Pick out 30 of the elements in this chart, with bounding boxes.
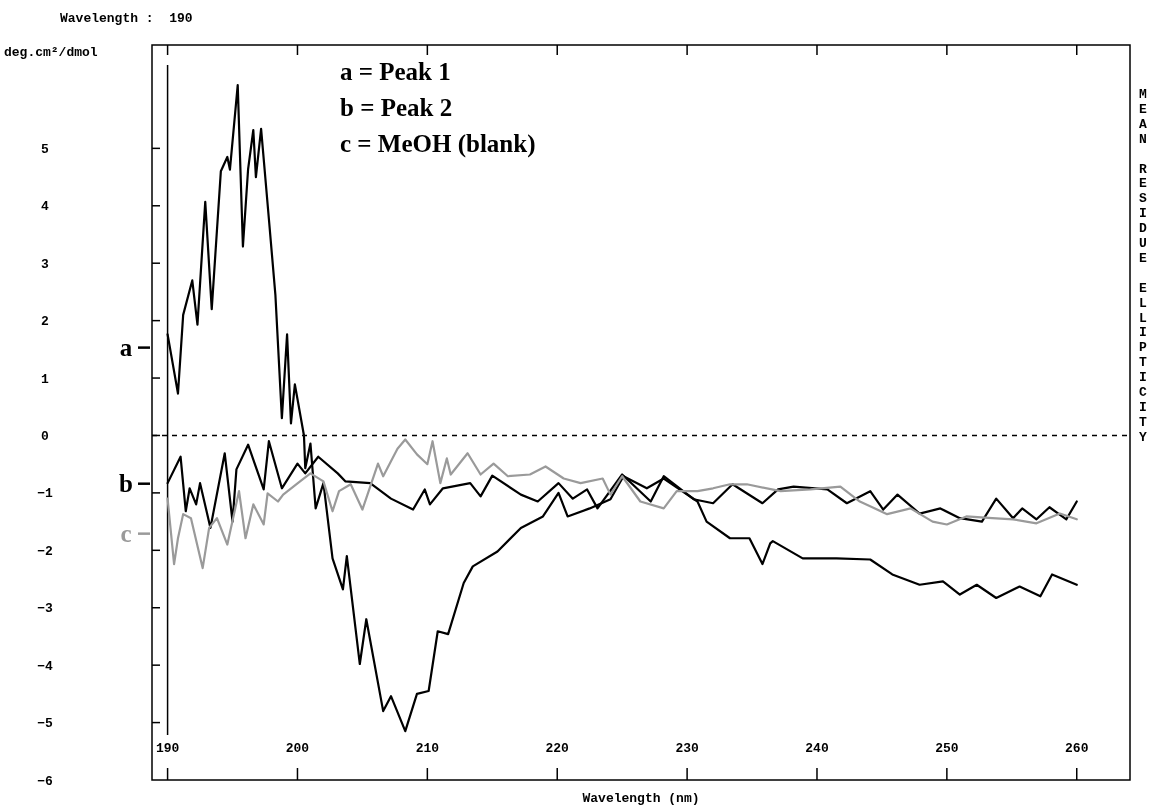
x-tick-label: 240 bbox=[805, 741, 829, 756]
x-tick-label: 250 bbox=[935, 741, 959, 756]
annotation: a = Peak 1 bbox=[340, 58, 451, 85]
annotation: c = MeOH (blank) bbox=[340, 130, 536, 158]
y-tick-label: −1 bbox=[37, 486, 53, 502]
y-axis-title: deg.cm²/dmol bbox=[4, 45, 98, 60]
y-tick-label: −6 bbox=[37, 773, 53, 789]
chart-title: Wavelength : 190 bbox=[60, 11, 193, 26]
annotation: b = Peak 2 bbox=[340, 94, 453, 121]
x-axis-title: Wavelength (nm) bbox=[582, 791, 700, 806]
y-tick-label: 2 bbox=[41, 314, 50, 330]
text: MEAN RESIDUE ELLIPTICITY bbox=[1139, 87, 1147, 445]
legend-label: a bbox=[119, 334, 133, 362]
y-tick-label: −2 bbox=[37, 543, 53, 559]
legend-label: c bbox=[120, 520, 132, 548]
x-tick-label: 230 bbox=[675, 741, 700, 756]
y-tick-label: 4 bbox=[41, 199, 50, 215]
x-tick-label: 260 bbox=[1065, 741, 1089, 756]
x-tick-label: 210 bbox=[415, 741, 440, 756]
y-tick-label: −3 bbox=[37, 601, 53, 617]
legend-label: b bbox=[119, 470, 133, 498]
x-tick-label: 220 bbox=[545, 741, 570, 756]
y-tick-label: −5 bbox=[37, 716, 53, 732]
x-tick-label: 200 bbox=[285, 741, 310, 756]
x-tick-label: 190 bbox=[155, 741, 180, 756]
y-tick-label: 0 bbox=[41, 429, 50, 445]
y-tick-label: −4 bbox=[37, 658, 53, 674]
y-tick-label: 3 bbox=[41, 256, 50, 272]
y-tick-label: 5 bbox=[41, 141, 50, 157]
y-tick-label: 1 bbox=[41, 371, 50, 387]
